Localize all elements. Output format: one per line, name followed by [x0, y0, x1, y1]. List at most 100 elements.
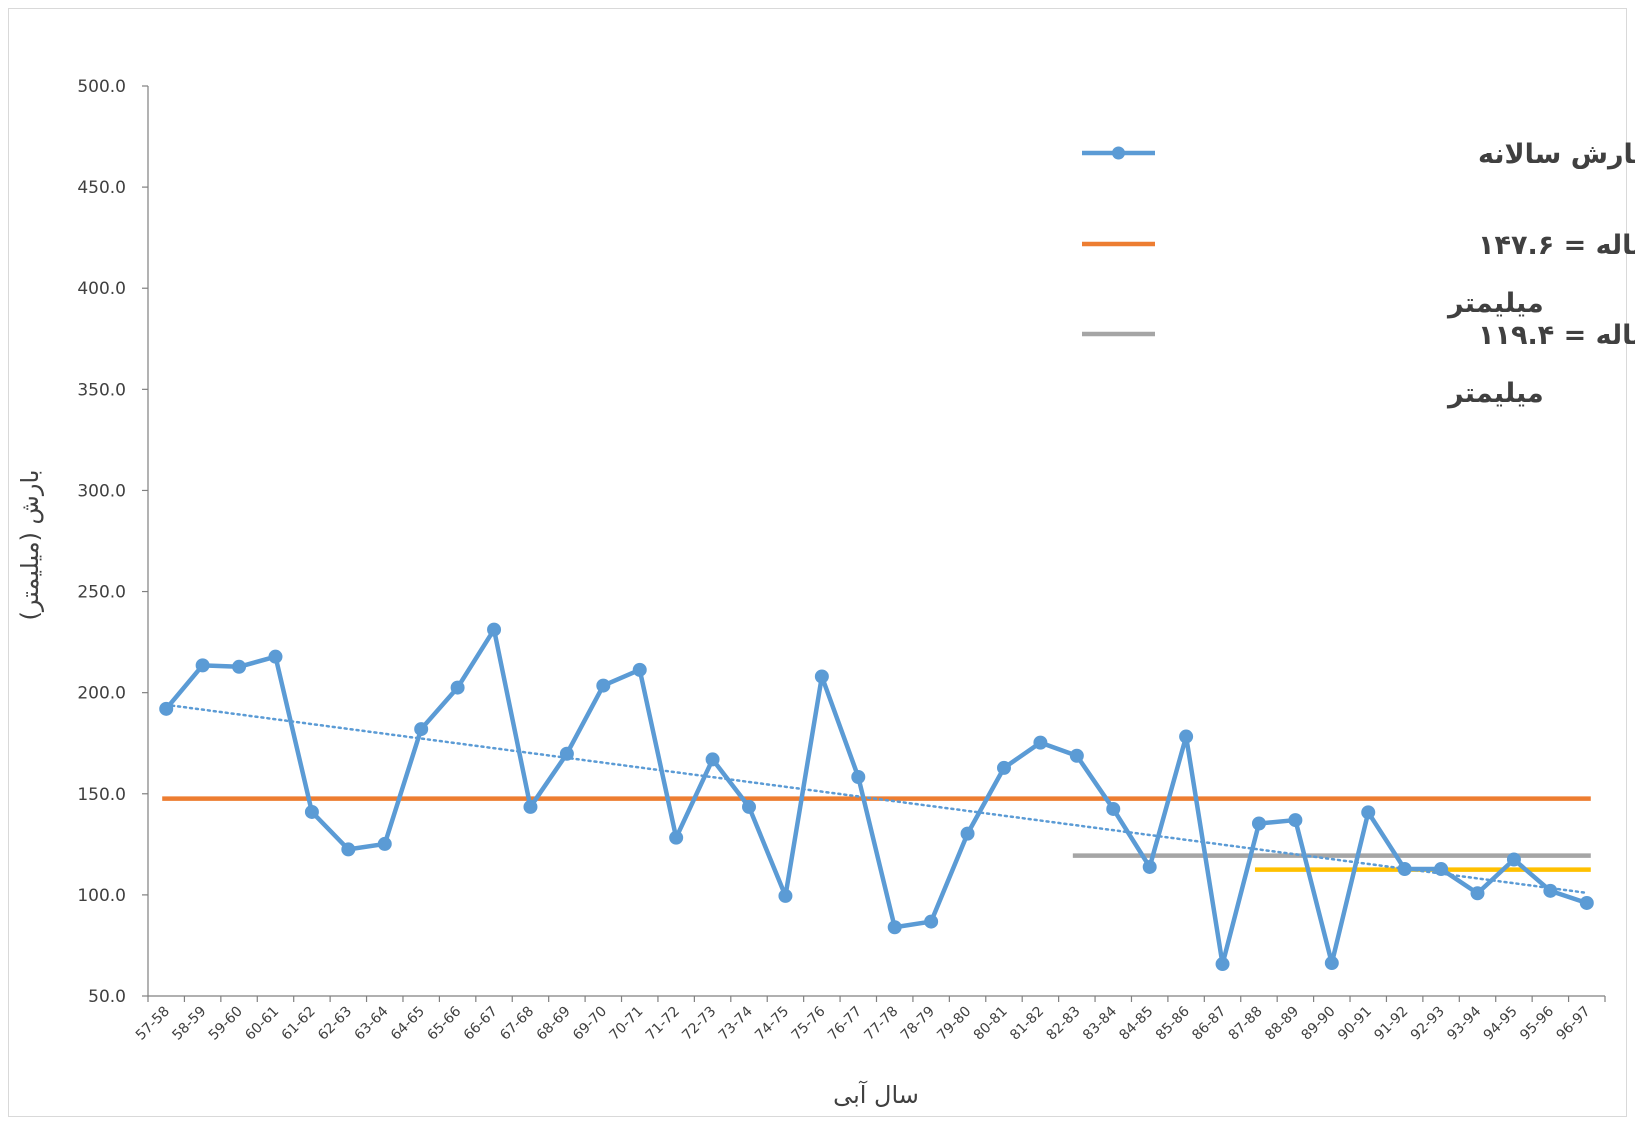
- x-tick-label: 66-67: [461, 1004, 501, 1044]
- x-tick-label: 68-69: [534, 1004, 574, 1044]
- x-tick-label: 93-94: [1444, 1003, 1484, 1043]
- x-tick-label: 76-77: [825, 1004, 865, 1044]
- data-point: [1251, 816, 1266, 831]
- data-point: [341, 842, 356, 857]
- x-tick-label: 58-59: [169, 1004, 209, 1044]
- x-tick-label: 61-62: [279, 1004, 319, 1044]
- x-tick-label: 89-90: [1299, 1004, 1339, 1044]
- x-tick-label: 65-66: [424, 1003, 464, 1043]
- y-tick-label: 250.0: [77, 583, 126, 603]
- y-tick-label: 500.0: [77, 77, 126, 97]
- data-point: [232, 659, 247, 674]
- data-point: [487, 622, 502, 637]
- data-point: [523, 799, 538, 814]
- y-axis-title: بارش (میلیمتر): [16, 470, 44, 621]
- x-tick-label: 71-72: [643, 1004, 683, 1044]
- data-point: [1397, 862, 1412, 877]
- x-tick-label: 60-61: [242, 1004, 282, 1044]
- data-point: [1324, 956, 1339, 971]
- x-tick-label: 84-85: [1116, 1004, 1156, 1044]
- data-point: [924, 914, 939, 929]
- x-tick-label: 86-87: [1189, 1004, 1229, 1044]
- x-tick-label: 67-68: [497, 1004, 537, 1044]
- x-tick-label: 64-65: [388, 1004, 428, 1044]
- series-layer: [159, 622, 1594, 972]
- data-point: [1106, 801, 1121, 816]
- data-point: [960, 826, 975, 841]
- x-tick-label: 96-97: [1554, 1004, 1594, 1044]
- axes: 50.0 100.0 150.0 200.0 250.0 300.0 350.0 400.0 4…: [77, 77, 1606, 1044]
- data-point: [304, 804, 319, 819]
- data-point: [1506, 852, 1521, 867]
- x-tick-label: 91-92: [1371, 1004, 1411, 1044]
- data-point: [887, 920, 902, 935]
- data-point: [377, 836, 392, 851]
- x-tick-label: 73-74: [716, 1003, 756, 1043]
- data-point: [1179, 729, 1194, 744]
- y-tick-label: 400.0: [77, 279, 126, 299]
- legend-label-2: میانگین ۱۵ ساله = ۱۱۹.۴: [1478, 319, 1635, 351]
- legend-label-1: میانگین ۴۰ ساله = ۱۴۷.۶: [1478, 229, 1635, 261]
- data-point: [1288, 813, 1303, 828]
- y-tick-label: 150.0: [77, 785, 126, 805]
- data-point: [596, 678, 611, 693]
- data-point: [851, 769, 866, 784]
- x-tick-label: 69-70: [570, 1004, 610, 1044]
- y-tick-label: 50.0: [88, 987, 126, 1007]
- data-point: [195, 658, 210, 673]
- x-tick-label: 78-79: [898, 1004, 938, 1044]
- x-tick-label: 59-60: [206, 1004, 246, 1044]
- x-tick-label: 80-81: [971, 1004, 1011, 1044]
- y-tick-label: 450.0: [77, 178, 126, 198]
- x-tick-label: 74-75: [752, 1004, 792, 1044]
- data-point: [1543, 883, 1558, 898]
- y-tick-label: 200.0: [77, 684, 126, 704]
- x-tick-label: 79-80: [934, 1004, 974, 1044]
- x-tick-label: 82-83: [1044, 1004, 1084, 1044]
- data-point: [1033, 735, 1048, 750]
- data-point: [1215, 957, 1230, 972]
- data-point: [1142, 859, 1157, 874]
- legend-marker: [1112, 146, 1125, 160]
- data-point: [1470, 886, 1485, 901]
- data-point: [742, 799, 757, 814]
- y-tick-label: 300.0: [77, 481, 126, 501]
- data-point: [1361, 805, 1376, 820]
- x-tick-label: 94-95: [1481, 1004, 1521, 1044]
- x-tick-label: 88-89: [1262, 1004, 1302, 1044]
- y-tick-label: 100.0: [77, 886, 126, 906]
- data-point: [1069, 748, 1084, 763]
- y-tick-label: 350.0: [77, 380, 126, 400]
- data-point: [414, 722, 429, 737]
- legend-label-0: بارش سالانه: [1478, 139, 1635, 170]
- data-point: [814, 669, 829, 684]
- chart-frame: [8, 8, 1627, 1117]
- data-point: [1579, 895, 1594, 910]
- x-tick-label: 87-88: [1226, 1004, 1266, 1044]
- x-tick-label: 75-76: [789, 1003, 829, 1043]
- data-point: [705, 752, 720, 767]
- data-point: [159, 701, 174, 716]
- x-axis-title: سال آبی: [833, 1080, 919, 1109]
- data-point: [778, 888, 793, 903]
- data-point: [450, 680, 465, 695]
- x-tick-label: 90-91: [1335, 1004, 1375, 1044]
- data-point: [669, 830, 684, 845]
- x-tick-label: 57-58: [133, 1004, 173, 1044]
- x-tick-label: 77-78: [861, 1004, 901, 1044]
- x-tick-label: 70-71: [606, 1004, 646, 1044]
- x-tick-label: 83-84: [1080, 1003, 1120, 1043]
- x-tick-label: 63-64: [352, 1003, 392, 1043]
- x-tick-label: 72-73: [679, 1004, 719, 1044]
- x-tick-label: 62-63: [315, 1004, 355, 1044]
- x-tick-label: 95-96: [1517, 1003, 1557, 1043]
- x-tick-label: 85-86: [1153, 1003, 1193, 1043]
- legend-label-2: میلیمتر: [1446, 378, 1544, 409]
- annual-rainfall-line: [164, 627, 1588, 967]
- x-tick-label: 81-82: [1007, 1004, 1047, 1044]
- data-point: [996, 760, 1011, 775]
- data-point: [268, 649, 283, 664]
- data-point: [559, 746, 574, 761]
